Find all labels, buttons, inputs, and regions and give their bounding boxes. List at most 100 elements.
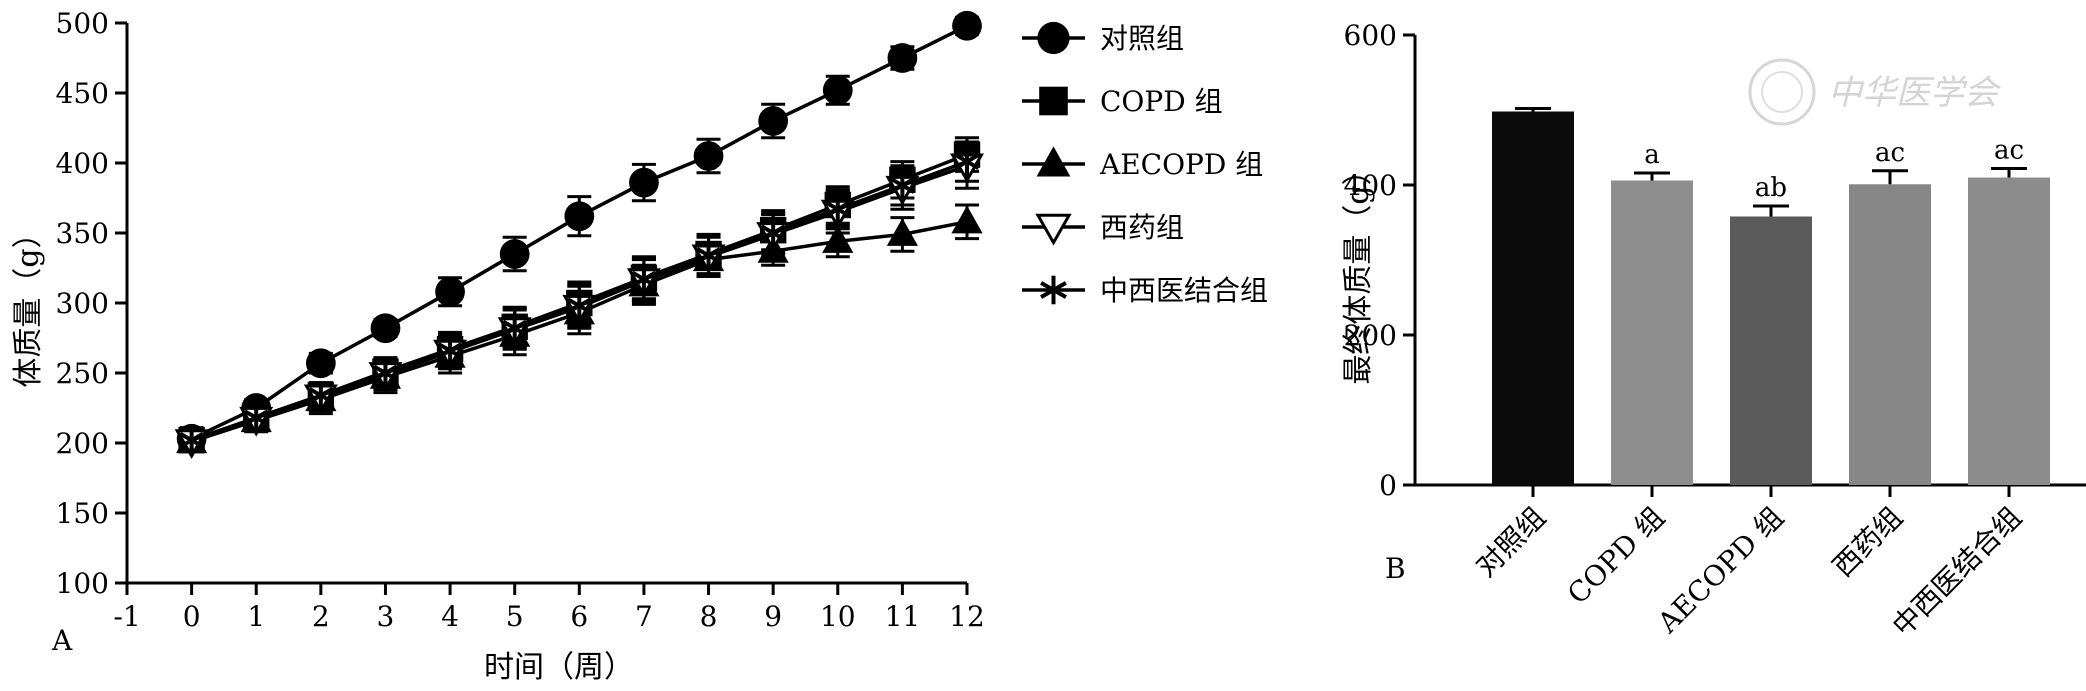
data-point: [693, 141, 724, 171]
data-point-stroke: [760, 224, 786, 242]
legend-item: 中西医结合组: [1022, 274, 1268, 307]
data-point: [954, 148, 980, 175]
significance-label: a: [1644, 140, 1660, 170]
data-point: [629, 167, 659, 198]
data-point-stroke: [566, 297, 592, 315]
legend-marker: [1040, 275, 1067, 305]
x-tick-label: 6: [570, 600, 588, 633]
y-tick-label: 150: [56, 497, 109, 530]
x-tick-label: 9: [764, 600, 782, 633]
x-tick-label: 5: [506, 600, 524, 633]
legend-marker: [1035, 213, 1072, 246]
y-tick-label: 500: [56, 7, 109, 40]
data-point: [825, 196, 851, 223]
watermark-text: 中华医学会: [1828, 73, 2002, 113]
data-point: [499, 239, 530, 269]
x-tick-label: 8: [700, 600, 718, 633]
y-tick-label: 200: [56, 427, 109, 460]
data-point-stroke: [889, 177, 915, 194]
y-tick-label: 0: [1379, 469, 1397, 502]
x-tick-label: 11: [885, 600, 921, 633]
legend-label: COPD 组: [1100, 85, 1223, 118]
x-tick-label: 2: [312, 600, 330, 633]
legend-label: 中西医结合组: [1100, 274, 1268, 307]
x-tick-label: 3: [377, 600, 395, 633]
data-point: [502, 315, 528, 342]
panel-letter-a: A: [51, 624, 73, 657]
data-point: [822, 75, 853, 106]
data-point: [243, 404, 269, 431]
x-tick-label: 1: [247, 600, 265, 633]
x-tick-label: 10: [820, 600, 856, 633]
watermark-seal-icon: [1748, 58, 1816, 126]
data-point-stroke: [696, 247, 722, 264]
x-tick-label: 4: [441, 600, 459, 633]
data-point: [372, 359, 398, 387]
panel-letter-b: B: [1385, 552, 1406, 585]
data-point: [437, 337, 463, 364]
bar: [1492, 111, 1574, 485]
legend-label: 西药组: [1100, 211, 1184, 244]
legend-marker: [1036, 146, 1071, 177]
y-axis-label: 最终体质量（g）: [1341, 155, 1376, 384]
x-tick-label: 中西医结合组: [1886, 501, 2028, 643]
data-point: [435, 276, 465, 307]
x-tick-label: COPD 组: [1561, 501, 1671, 611]
data-point-stroke: [372, 364, 398, 382]
data-point-stroke: [308, 387, 334, 404]
x-axis-label: 时间（周）: [484, 650, 634, 685]
bar: [1611, 180, 1693, 485]
legend-item: 西药组: [1022, 211, 1184, 246]
data-point: [308, 382, 334, 409]
data-point: [631, 266, 657, 293]
data-point: [370, 313, 401, 344]
bar: [1730, 216, 1812, 485]
significance-label: ac: [1875, 138, 1905, 168]
series-4: [179, 140, 980, 454]
y-tick-label: 400: [1344, 169, 1397, 202]
data-point: [760, 219, 786, 247]
x-tick-label: 12: [949, 600, 985, 633]
x-tick-label: 对照组: [1469, 501, 1552, 584]
y-tick-label: 350: [56, 217, 109, 250]
x-tick-label: 西药组: [1826, 501, 1909, 584]
x-tick-label: 0: [183, 600, 201, 633]
data-point-stroke: [502, 319, 528, 337]
legend-marker-stroke: [1040, 281, 1067, 299]
data-point: [887, 43, 918, 73]
data-point: [179, 427, 205, 454]
x-tick-label: 7: [635, 600, 653, 633]
x-tick-label: -1: [113, 600, 140, 633]
watermark-seal-inner: [1761, 71, 1803, 113]
y-tick-label: 600: [1344, 19, 1397, 52]
data-point-stroke: [179, 431, 205, 449]
data-point: [952, 10, 982, 41]
significance-label: ac: [1994, 136, 2024, 166]
series-0: [176, 10, 982, 454]
data-point-stroke: [631, 270, 657, 288]
y-tick-label: 400: [56, 147, 109, 180]
data-point: [566, 292, 592, 319]
y-tick-label: 200: [1344, 319, 1397, 352]
y-axis-label: 体质量（g）: [11, 218, 46, 387]
data-point-stroke: [825, 200, 851, 218]
data-point: [696, 242, 722, 269]
data-point-stroke: [243, 409, 269, 427]
y-tick-label: 100: [56, 567, 109, 600]
data-point: [951, 205, 983, 234]
data-point-stroke: [954, 153, 980, 170]
x-tick-label: AECOPD 组: [1650, 501, 1789, 640]
y-tick-label: 250: [56, 357, 109, 390]
legend-item: COPD 组: [1022, 85, 1223, 118]
data-point: [758, 106, 789, 136]
legend-marker: [1039, 86, 1068, 116]
bar: [1968, 177, 2050, 485]
legend-label: AECOPD 组: [1099, 148, 1263, 181]
data-point: [564, 201, 595, 232]
y-tick-label: 300: [56, 287, 109, 320]
legend-item: 对照组: [1022, 21, 1184, 55]
legend-marker: [1037, 21, 1070, 55]
